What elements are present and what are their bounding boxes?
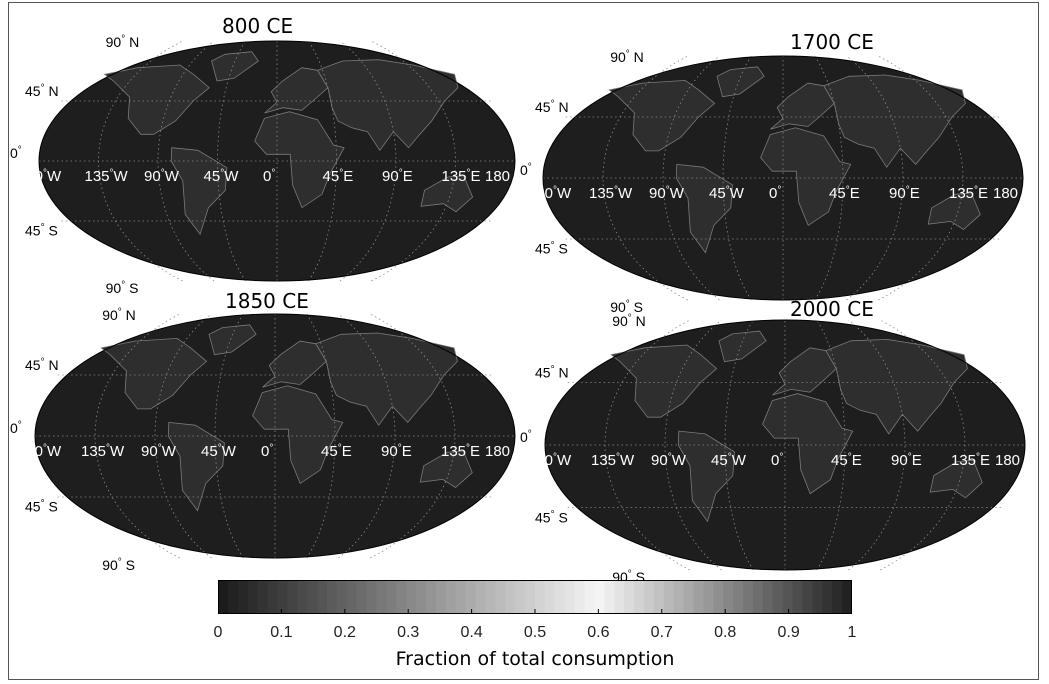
colorbar-label: Fraction of total consumption: [395, 648, 675, 670]
colorbar-segment: [455, 580, 467, 614]
colorbar-segment: [227, 580, 239, 614]
colorbar-segment: [485, 580, 496, 614]
colorbar-segment: [713, 580, 724, 614]
colorbar-segment: [683, 580, 695, 614]
colorbar-segment: [346, 580, 358, 614]
colorbar-segment: [802, 580, 813, 614]
colorbar-segment: [237, 580, 249, 614]
colorbar-segment: [535, 580, 546, 614]
colorbar-tick-label: 1: [847, 624, 857, 641]
colorbar-segment: [287, 580, 298, 614]
colorbar-segment: [416, 580, 427, 614]
colorbar-segment: [257, 580, 269, 614]
colorbar-segment: [218, 580, 229, 614]
colorbar-segment: [723, 580, 734, 614]
colorbar-tick-label: 0.6: [587, 624, 610, 641]
colorbar-segment: [475, 580, 487, 614]
colorbar-segment: [643, 580, 655, 614]
colorbar-segment: [584, 580, 596, 614]
colorbar-segment: [297, 580, 308, 614]
colorbar-segment: [693, 580, 705, 614]
colorbar-segment: [435, 580, 447, 614]
colorbar-segment: [703, 580, 714, 614]
colorbar-tick-label: 0.2: [333, 624, 356, 641]
colorbar-segment: [594, 580, 605, 614]
colorbar-segment: [832, 580, 843, 614]
colorbar-segment: [653, 580, 665, 614]
colorbar-segment: [544, 580, 556, 614]
figure-frame: [8, 2, 1039, 680]
colorbar-segment: [307, 580, 318, 614]
colorbar-segment: [634, 580, 645, 614]
colorbar-segment: [604, 580, 615, 614]
colorbar-segment: [564, 580, 576, 614]
colorbar-segment: [406, 580, 417, 614]
colorbar-segment: [386, 580, 397, 614]
colorbar-tick-label: 0.5: [523, 624, 547, 641]
colorbar-segment: [445, 580, 457, 614]
colorbar-segment: [495, 580, 506, 614]
colorbar-segment: [465, 580, 477, 614]
colorbar-segment: [752, 580, 764, 614]
colorbar-segment: [842, 580, 852, 614]
map-title: 1850 CE: [225, 289, 309, 313]
colorbar-segment: [554, 580, 566, 614]
colorbar-segment: [792, 580, 804, 614]
colorbar-tick-label: 0.4: [460, 624, 483, 641]
colorbar-segment: [426, 580, 437, 614]
colorbar-segment: [247, 580, 259, 614]
colorbar-segment: [812, 580, 823, 614]
colorbar-segment: [574, 580, 586, 614]
colorbar-tick-label: 0.7: [650, 624, 673, 641]
colorbar-segment: [505, 580, 516, 614]
colorbar-segment: [277, 580, 288, 614]
colorbar-tick-label: 0.8: [714, 624, 737, 641]
colorbar-segment: [772, 580, 784, 614]
colorbar-segment: [614, 580, 625, 614]
colorbar-segment: [822, 580, 833, 614]
colorbar-tick-label: 0.9: [777, 624, 800, 641]
colorbar-segment: [525, 580, 536, 614]
colorbar-tick-label: 0.1: [270, 624, 293, 641]
colorbar-segment: [762, 580, 774, 614]
colorbar-gradient: [218, 580, 852, 614]
colorbar: [218, 580, 852, 614]
colorbar-segment: [376, 580, 388, 614]
colorbar-segment: [515, 580, 526, 614]
colorbar-segment: [336, 580, 348, 614]
colorbar-segment: [782, 580, 794, 614]
colorbar-segment: [396, 580, 407, 614]
colorbar-segment: [366, 580, 378, 614]
colorbar-segment: [733, 580, 744, 614]
colorbar-segment: [673, 580, 685, 614]
map-title: 1700 CE: [790, 30, 874, 54]
colorbar-segment: [356, 580, 368, 614]
colorbar-segment: [267, 580, 279, 614]
colorbar-segment: [317, 580, 328, 614]
colorbar-segment: [743, 580, 754, 614]
colorbar-segment: [663, 580, 675, 614]
colorbar-tick-label: 0.3: [397, 624, 420, 641]
colorbar-segment: [326, 580, 338, 614]
map-title: 2000 CE: [790, 297, 874, 321]
colorbar-segment: [624, 580, 635, 614]
colorbar-tick-label: 0: [213, 624, 223, 641]
map-title: 800 CE: [222, 14, 294, 38]
